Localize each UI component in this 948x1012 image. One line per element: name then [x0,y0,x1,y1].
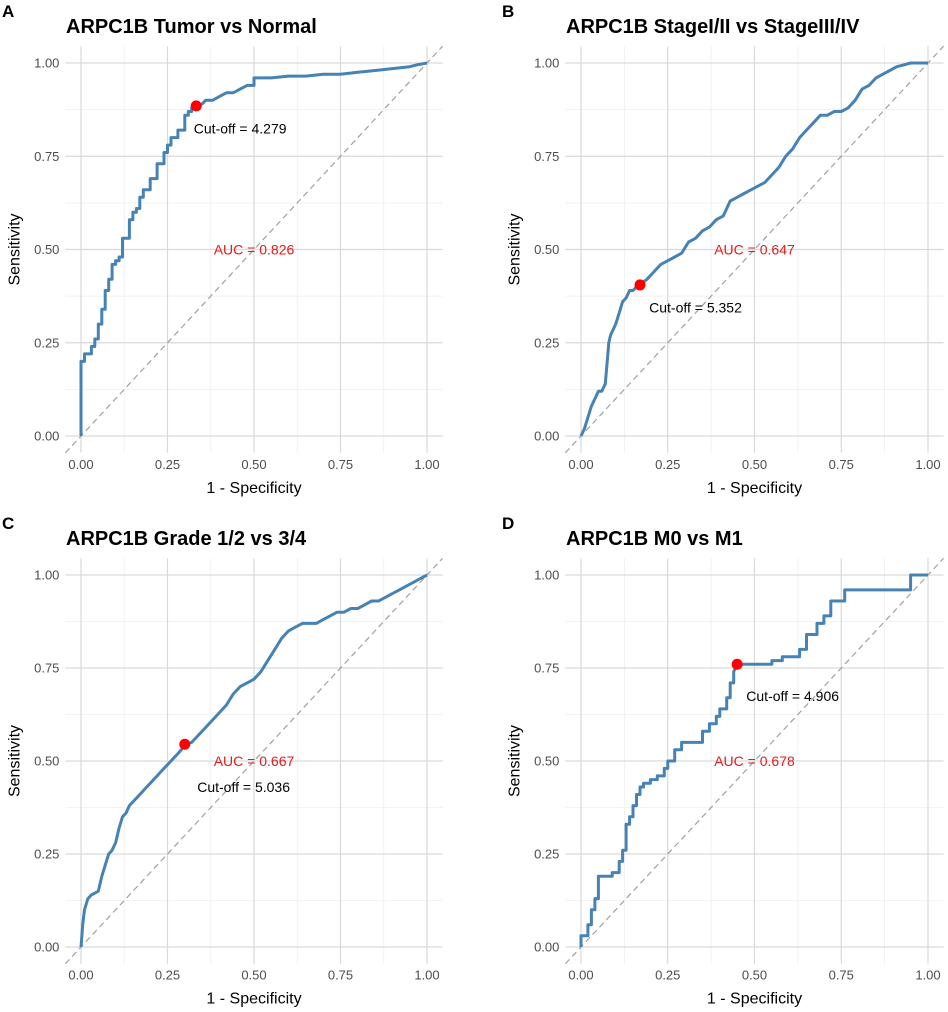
roc-curve [79,61,428,436]
x-tick-label: 0.00 [68,457,93,472]
y-tick-label: 0.00 [534,940,559,955]
reference-diagonal-line [64,557,444,965]
cutoff-label: Cut-off = 4.906 [746,688,839,704]
cutoff-point-marker [634,279,646,291]
panel-b: 0.00 0.00 0.25 0.25 0.50 0.50 0.75 0.75 1.00 1.00… [502,2,945,497]
x-tick-label: 0.50 [742,457,767,472]
cutoff-point-marker [190,100,202,112]
x-tick-label: 0.50 [241,968,266,983]
x-tick-label: 0.25 [655,968,680,983]
panel-title: ARPC1B M0 vs M1 [566,528,743,550]
cutoff-label: Cut-off = 5.352 [649,299,742,315]
y-axis-title: Sensitivity [506,213,523,285]
y-axis-title: Sensitivity [506,725,523,797]
x-axis-title: 1 - Specificity [206,480,301,497]
cutoff-point-marker [179,738,191,750]
y-tick-label: 1.00 [34,568,59,583]
y-tick-label: 0.75 [534,661,559,676]
cutoff-point-marker [731,658,743,670]
y-tick-label: 0.75 [34,661,59,676]
x-tick-label: 0.75 [829,457,854,472]
panel-c: 0.00 0.00 0.25 0.25 0.50 0.50 0.75 0.75 1.00 1.00… [2,514,444,1008]
x-tick-label: 1.00 [915,457,940,472]
y-tick-label: 0.00 [34,429,59,444]
y-tick-label: 0.25 [34,847,59,862]
x-tick-label: 1.00 [414,968,439,983]
y-tick-label: 0.25 [534,847,559,862]
auc-label: AUC = 0.647 [714,242,795,258]
x-tick-label: 0.50 [742,968,767,983]
panel-title: ARPC1B Grade 1/2 vs 3/4 [66,528,307,550]
y-tick-label: 0.00 [34,940,59,955]
reference-diagonal-line [64,45,444,454]
x-axis-title: 1 - Specificity [707,991,802,1008]
x-tick-label: 1.00 [915,968,940,983]
panel-letter: B [502,2,514,21]
x-tick-label: 0.25 [655,457,680,472]
y-tick-label: 1.00 [534,56,559,71]
reference-diagonal-line [564,45,945,454]
panel-d: 0.00 0.00 0.25 0.25 0.50 0.50 0.75 0.75 1.00 1.00… [502,514,945,1008]
x-axis-title: 1 - Specificity [707,480,802,497]
x-tick-label: 0.25 [155,457,180,472]
auc-label: AUC = 0.678 [714,753,795,769]
reference-diagonal-line [564,557,945,965]
x-tick-label: 1.00 [414,457,439,472]
panel-letter: A [2,2,14,21]
y-tick-label: 0.50 [534,242,559,257]
y-tick-label: 0.25 [534,335,559,350]
x-tick-label: 0.00 [568,968,593,983]
y-tick-label: 0.75 [534,149,559,164]
x-tick-label: 0.25 [155,968,180,983]
panel-title: ARPC1B StageI/II vs StageIII/IV [566,16,860,38]
cutoff-label: Cut-off = 4.279 [194,120,287,136]
x-tick-label: 0.50 [241,457,266,472]
y-tick-label: 1.00 [34,56,59,71]
auc-label: AUC = 0.826 [214,242,295,258]
y-tick-label: 0.25 [34,335,59,350]
y-axis-title: Sensitivity [6,725,23,797]
y-tick-label: 0.50 [34,242,59,257]
y-tick-label: 0.50 [534,754,559,769]
cutoff-label: Cut-off = 5.036 [197,779,290,795]
x-tick-label: 0.00 [568,457,593,472]
x-tick-label: 0.75 [328,968,353,983]
panel-letter: C [2,514,14,533]
x-axis-title: 1 - Specificity [206,991,301,1008]
y-tick-label: 0.00 [534,429,559,444]
panel-a: 0.00 0.00 0.25 0.25 0.50 0.50 0.75 0.75 1.00 1.00… [2,2,444,497]
panel-letter: D [502,514,514,533]
y-tick-label: 1.00 [534,568,559,583]
x-tick-label: 0.00 [68,968,93,983]
roc-curve [579,61,928,437]
roc-curve [79,573,428,948]
roc-curve [579,573,928,947]
y-axis-title: Sensitivity [6,213,23,285]
panel-title: ARPC1B Tumor vs Normal [66,16,317,38]
auc-label: AUC = 0.667 [214,753,295,769]
y-tick-label: 0.50 [34,754,59,769]
x-tick-label: 0.75 [829,968,854,983]
y-tick-label: 0.75 [34,149,59,164]
x-tick-label: 0.75 [328,457,353,472]
